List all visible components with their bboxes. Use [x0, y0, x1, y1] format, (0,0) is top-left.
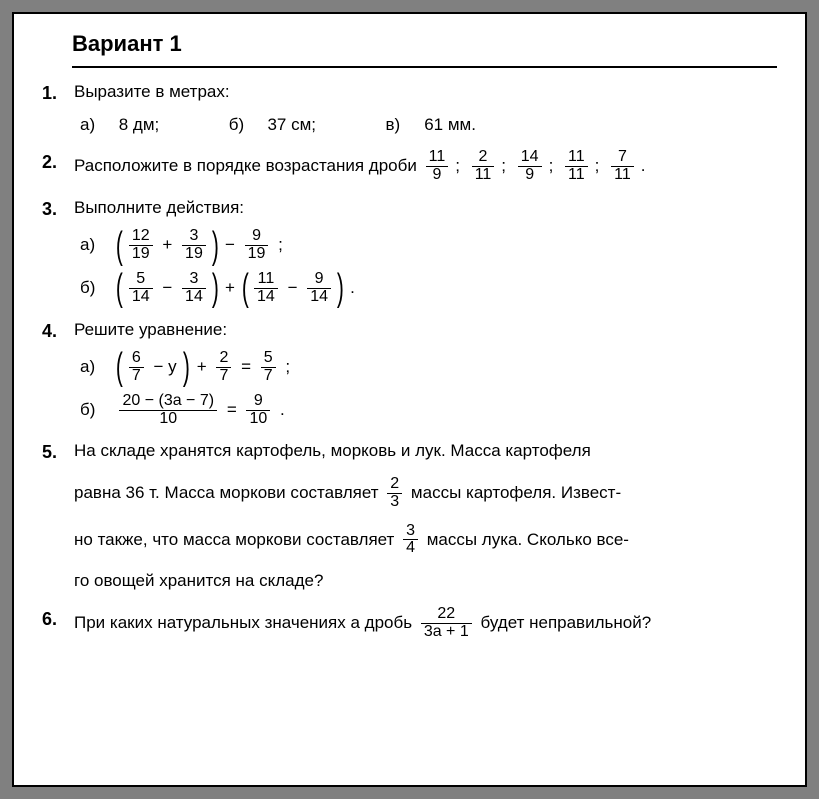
- p6-after: будет неправильной?: [480, 613, 651, 632]
- variant-title: Вариант 1: [72, 28, 777, 68]
- p5-l1: На складе хранятся картофель, морковь и …: [74, 439, 777, 464]
- p5-l2: равна 36 т. Масса моркови составляет 23 …: [74, 476, 777, 511]
- p2-frac-4: 1111: [565, 149, 588, 184]
- p1a-label: а): [80, 113, 114, 138]
- p2-frac-3: 149: [518, 149, 542, 184]
- p1a-value: 8 дм;: [119, 115, 160, 134]
- p2-line: Расположите в порядке возрастания дроби …: [74, 149, 777, 184]
- problem-4: Решите уравнение: а) ( 67 − y ) + 27 = 5…: [42, 318, 777, 428]
- p1c-value: 61 мм.: [424, 115, 476, 134]
- p3b: б) ( 514 − 314 ) + ( 1114 − 914 ) .: [80, 271, 777, 306]
- p4a: а) ( 67 − y ) + 27 = 57 ;: [80, 350, 777, 385]
- p3-prompt: Выполните действия:: [74, 196, 777, 221]
- p4b: б) 20 − (3a − 7)10 = 910 .: [80, 393, 777, 428]
- p1-prompt: Выразите в метрах:: [74, 80, 777, 105]
- p2-frac-1: 119: [426, 149, 449, 184]
- problem-5: На складе хранятся картофель, морковь и …: [42, 439, 777, 593]
- p3a: а) ( 1219 + 319 ) − 919 ;: [80, 228, 777, 263]
- p1b-value: 37 см;: [267, 115, 316, 134]
- p2-frac-5: 711: [611, 149, 634, 184]
- p6-frac: 223a + 1: [421, 606, 472, 641]
- problem-6: При каких натуральных значениях a дробь …: [42, 606, 777, 641]
- p6-line: При каких натуральных значениях a дробь …: [74, 606, 777, 641]
- p2-text: Расположите в порядке возрастания дроби: [74, 156, 417, 175]
- p5-l4: го овощей хранится на складе?: [74, 569, 777, 594]
- problem-3: Выполните действия: а) ( 1219 + 319 ) − …: [42, 196, 777, 306]
- worksheet-page: Вариант 1 Выразите в метрах: а) 8 дм; б)…: [12, 12, 807, 787]
- problem-1: Выразите в метрах: а) 8 дм; б) 37 см; в)…: [42, 80, 777, 137]
- p2-frac-2: 211: [472, 149, 495, 184]
- problems-list: Выразите в метрах: а) 8 дм; б) 37 см; в)…: [42, 80, 777, 641]
- p4-prompt: Решите уравнение:: [74, 318, 777, 343]
- p1b-label: б): [229, 113, 263, 138]
- p5-l3: но также, что масса моркови составляет 3…: [74, 523, 777, 558]
- p6-before: При каких натуральных значениях a дробь: [74, 613, 412, 632]
- p1-parts: а) 8 дм; б) 37 см; в) 61 мм.: [80, 113, 777, 138]
- p1c-label: в): [385, 113, 419, 138]
- problem-2: Расположите в порядке возрастания дроби …: [42, 149, 777, 184]
